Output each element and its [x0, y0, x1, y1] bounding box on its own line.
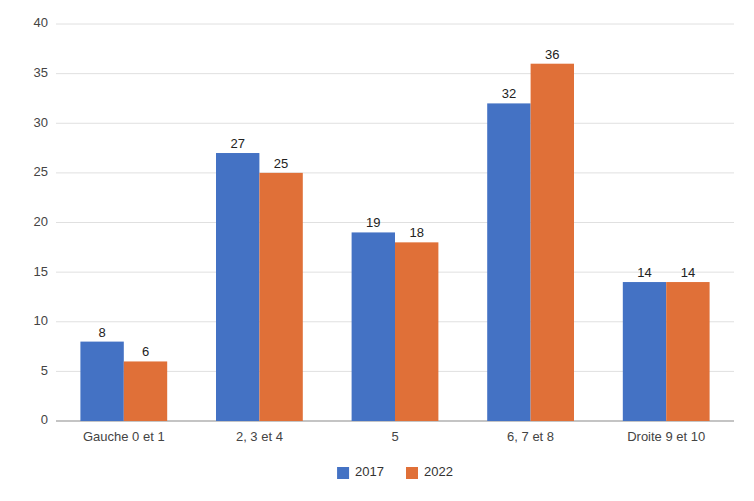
data-label: 19: [366, 215, 380, 230]
bar: [259, 173, 302, 421]
bars: [80, 64, 709, 421]
chart-container: 0 5 10 15 20 25 30 35 40 8 27 19 32 14 6 25 18 36 14 Gauche…: [0, 0, 754, 501]
y-tick-label: 5: [41, 363, 48, 378]
grid-line: [56, 123, 734, 124]
bar: [487, 103, 530, 421]
data-labels: 8 27 19 32 14 6 25 18 36 14: [98, 47, 695, 360]
y-tick-label: 40: [34, 15, 48, 30]
grid: [56, 24, 734, 421]
bar: [531, 64, 574, 421]
y-tick-label: 35: [34, 65, 48, 80]
legend-label: 2022: [424, 464, 453, 479]
chart: 0 5 10 15 20 25 30 35 40 8 27 19 32 14 6 25 18 36 14 Gauche…: [0, 0, 754, 501]
data-label: 25: [274, 156, 288, 171]
y-tick-label: 30: [34, 115, 48, 130]
data-label: 27: [230, 136, 244, 151]
y-tick-label: 25: [34, 164, 48, 179]
x-tick-label: Droite 9 et 10: [627, 429, 705, 444]
grid-line: [56, 172, 734, 173]
y-tick-label: 0: [41, 412, 48, 427]
y-tick-label: 15: [34, 264, 48, 279]
legend-swatch: [406, 467, 418, 479]
bar: [352, 232, 395, 421]
x-tick-label: 6, 7 et 8: [507, 429, 554, 444]
bar: [395, 242, 438, 421]
y-tick-label: 10: [34, 313, 48, 328]
data-label: 6: [142, 344, 149, 359]
x-tick-label: Gauche 0 et 1: [83, 429, 165, 444]
bar: [623, 282, 666, 421]
bar: [124, 361, 167, 421]
bar: [666, 282, 709, 421]
y-tick-label: 20: [34, 214, 48, 229]
legend-swatch: [337, 467, 349, 479]
grid-line: [56, 73, 734, 74]
data-label: 14: [681, 265, 695, 280]
bar: [80, 342, 123, 421]
bar: [216, 153, 259, 421]
data-label: 18: [409, 225, 423, 240]
data-label: 32: [502, 86, 516, 101]
legend: 2017 2022: [337, 464, 453, 479]
x-tick-label: 2, 3 et 4: [236, 429, 283, 444]
data-label: 36: [545, 47, 559, 62]
x-tick-label: 5: [391, 429, 398, 444]
grid-line: [56, 222, 734, 223]
grid-line: [56, 24, 734, 25]
data-label: 14: [637, 265, 651, 280]
legend-label: 2017: [355, 464, 384, 479]
data-label: 8: [98, 325, 105, 340]
